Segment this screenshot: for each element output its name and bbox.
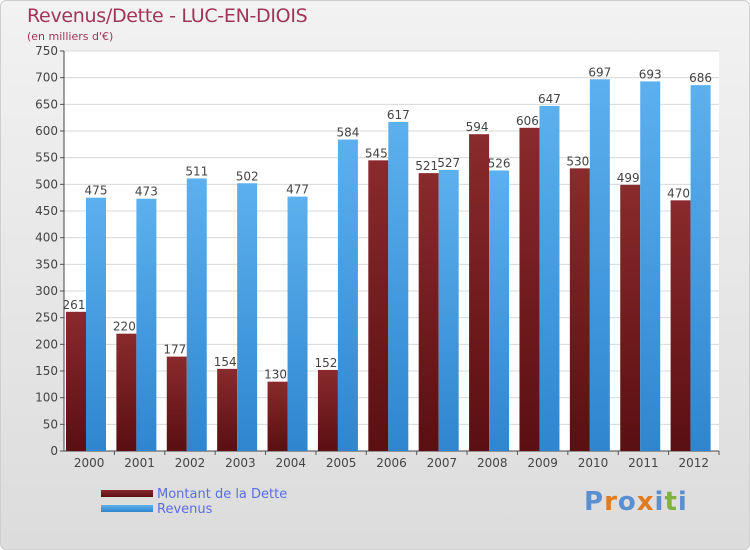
bar-revenus — [640, 81, 661, 452]
data-label-revenus: 617 — [387, 108, 410, 122]
bar-dette — [267, 381, 288, 451]
y-tick-label: 750 — [35, 44, 58, 58]
bar-revenus — [690, 85, 711, 451]
bar-dette — [66, 311, 86, 451]
x-tick-label: 2012 — [679, 456, 710, 470]
logo-letter: P — [584, 487, 605, 517]
bar-revenus — [136, 198, 157, 451]
logo-letter: t — [664, 487, 678, 517]
data-label-revenus: 647 — [538, 92, 561, 106]
y-tick-label: 400 — [35, 231, 58, 245]
legend-swatch-dette — [101, 490, 153, 497]
data-label-dette: 177 — [163, 343, 186, 357]
logo-letter: r — [604, 487, 618, 517]
y-tick-label: 150 — [35, 364, 58, 378]
data-labels: 261 475 220 473 177 511 154 502 130 477 152 584 545 6… — [63, 65, 713, 381]
data-label-revenus: 686 — [689, 71, 712, 85]
y-tick-label: 450 — [35, 204, 58, 218]
x-tick-label: 2010 — [578, 456, 609, 470]
bar-dette — [166, 356, 187, 451]
x-tick-label: 2008 — [477, 456, 508, 470]
logo-letter: o — [617, 487, 637, 517]
x-tick-label: 2011 — [628, 456, 659, 470]
y-tick-label: 500 — [35, 177, 58, 191]
bar-dette — [569, 168, 590, 452]
y-tick-label: 200 — [35, 337, 58, 351]
proxiti-logo: Proxiti — [584, 487, 688, 517]
chart-subtitle: (en milliers d'€) — [27, 30, 114, 43]
y-tick-label: 250 — [35, 311, 58, 325]
data-label-dette: 594 — [466, 120, 489, 134]
bar-dette — [469, 134, 490, 451]
x-tick-label: 2007 — [427, 456, 458, 470]
data-label-revenus: 697 — [588, 65, 611, 79]
x-tick-label: 2003 — [225, 456, 256, 470]
data-label-dette: 530 — [566, 154, 589, 168]
bar-revenus — [489, 170, 510, 451]
data-label-revenus: 584 — [336, 126, 359, 140]
bar-revenus — [86, 197, 106, 451]
data-label-revenus: 693 — [639, 67, 662, 81]
x-tick-label: 2000 — [74, 456, 105, 470]
data-label-dette: 470 — [667, 186, 690, 200]
y-tick-label: 350 — [35, 257, 58, 271]
data-label-dette: 154 — [214, 355, 237, 369]
data-label-revenus: 502 — [236, 169, 259, 183]
legend-label-revenus: Revenus — [157, 502, 213, 517]
data-label-revenus: 511 — [185, 164, 208, 178]
data-label-dette: 499 — [617, 171, 640, 185]
y-tick-label: 700 — [35, 71, 58, 85]
logo-letter: i — [654, 487, 665, 517]
logo-letter: i — [677, 487, 688, 517]
data-label-dette: 606 — [516, 114, 539, 128]
data-label-dette: 545 — [365, 146, 388, 160]
x-tick-label: 2006 — [376, 456, 407, 470]
bar-dette — [620, 184, 641, 451]
y-tick-label: 650 — [35, 97, 58, 111]
data-label-dette: 261 — [63, 298, 86, 312]
bar-dette — [368, 160, 389, 452]
y-tick-label: 50 — [43, 417, 58, 431]
bar-revenus — [589, 79, 610, 452]
y-tick-label: 600 — [35, 124, 58, 138]
bar-revenus — [438, 169, 459, 451]
data-label-revenus: 527 — [437, 156, 460, 170]
data-label-dette: 521 — [415, 159, 438, 173]
bar-revenus — [186, 178, 207, 451]
bar-dette — [116, 333, 137, 451]
logo-letter: x — [636, 487, 655, 517]
data-label-revenus: 473 — [135, 185, 158, 199]
y-tick-label: 0 — [50, 444, 58, 458]
x-tick-label: 2004 — [275, 456, 306, 470]
bar-revenus — [337, 139, 358, 452]
x-tick-label: 2001 — [124, 456, 155, 470]
bar-revenus — [539, 105, 560, 451]
data-label-revenus: 526 — [488, 156, 511, 170]
x-tick-label: 2009 — [527, 456, 558, 470]
data-label-revenus: 475 — [85, 184, 108, 198]
chart-title: Revenus/Dette - LUC-EN-DIOIS — [27, 5, 308, 27]
bar-revenus — [388, 121, 409, 451]
bar-dette — [217, 368, 238, 451]
data-label-dette: 220 — [113, 320, 136, 334]
data-label-dette: 152 — [314, 356, 337, 370]
data-label-dette: 130 — [264, 368, 287, 382]
y-tick-label: 550 — [35, 151, 58, 165]
x-tick-label: 2005 — [326, 456, 357, 470]
bar-dette — [670, 200, 691, 451]
bar-revenus — [287, 196, 308, 451]
y-tick-label: 100 — [35, 391, 58, 405]
x-tick-label: 2002 — [175, 456, 206, 470]
bars — [66, 79, 711, 452]
bar-dette — [317, 369, 338, 451]
y-tick-label: 300 — [35, 284, 58, 298]
data-label-revenus: 477 — [286, 183, 309, 197]
bar-dette — [418, 173, 439, 451]
bar-dette — [519, 127, 540, 452]
bar-revenus — [237, 183, 258, 451]
legend-swatch-revenus — [101, 505, 153, 512]
legend-label-dette: Montant de la Dette — [157, 487, 288, 502]
